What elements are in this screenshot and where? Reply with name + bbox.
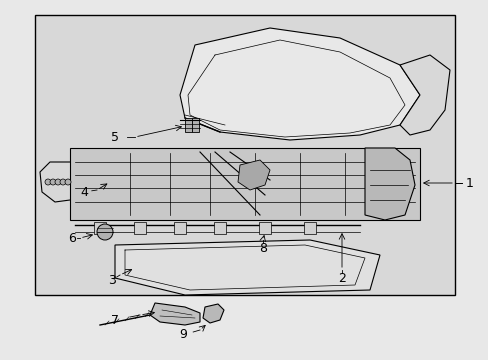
- Circle shape: [55, 179, 61, 185]
- Polygon shape: [399, 55, 449, 135]
- Bar: [214, 222, 225, 234]
- Bar: [174, 222, 185, 234]
- Circle shape: [45, 179, 51, 185]
- Text: 3: 3: [108, 274, 116, 287]
- Bar: [192, 118, 199, 132]
- Circle shape: [97, 224, 113, 240]
- Bar: [304, 222, 315, 234]
- Circle shape: [60, 179, 66, 185]
- Bar: [70, 148, 419, 220]
- Polygon shape: [180, 28, 419, 140]
- Text: 1: 1: [465, 176, 473, 189]
- Text: 8: 8: [259, 242, 266, 255]
- Circle shape: [65, 179, 71, 185]
- Polygon shape: [203, 304, 224, 323]
- Polygon shape: [115, 240, 379, 295]
- Text: 9: 9: [179, 328, 186, 342]
- Polygon shape: [364, 148, 414, 220]
- Text: 5: 5: [111, 131, 119, 144]
- Bar: [259, 222, 270, 234]
- Circle shape: [50, 179, 56, 185]
- Text: 7: 7: [111, 314, 119, 327]
- Bar: [184, 118, 192, 132]
- Text: 4: 4: [80, 185, 88, 198]
- Text: 6: 6: [68, 231, 76, 244]
- Bar: [134, 222, 146, 234]
- Bar: [35, 15, 454, 295]
- Polygon shape: [238, 160, 269, 190]
- Text: 2: 2: [337, 271, 345, 284]
- Bar: [94, 222, 106, 234]
- Polygon shape: [150, 303, 200, 325]
